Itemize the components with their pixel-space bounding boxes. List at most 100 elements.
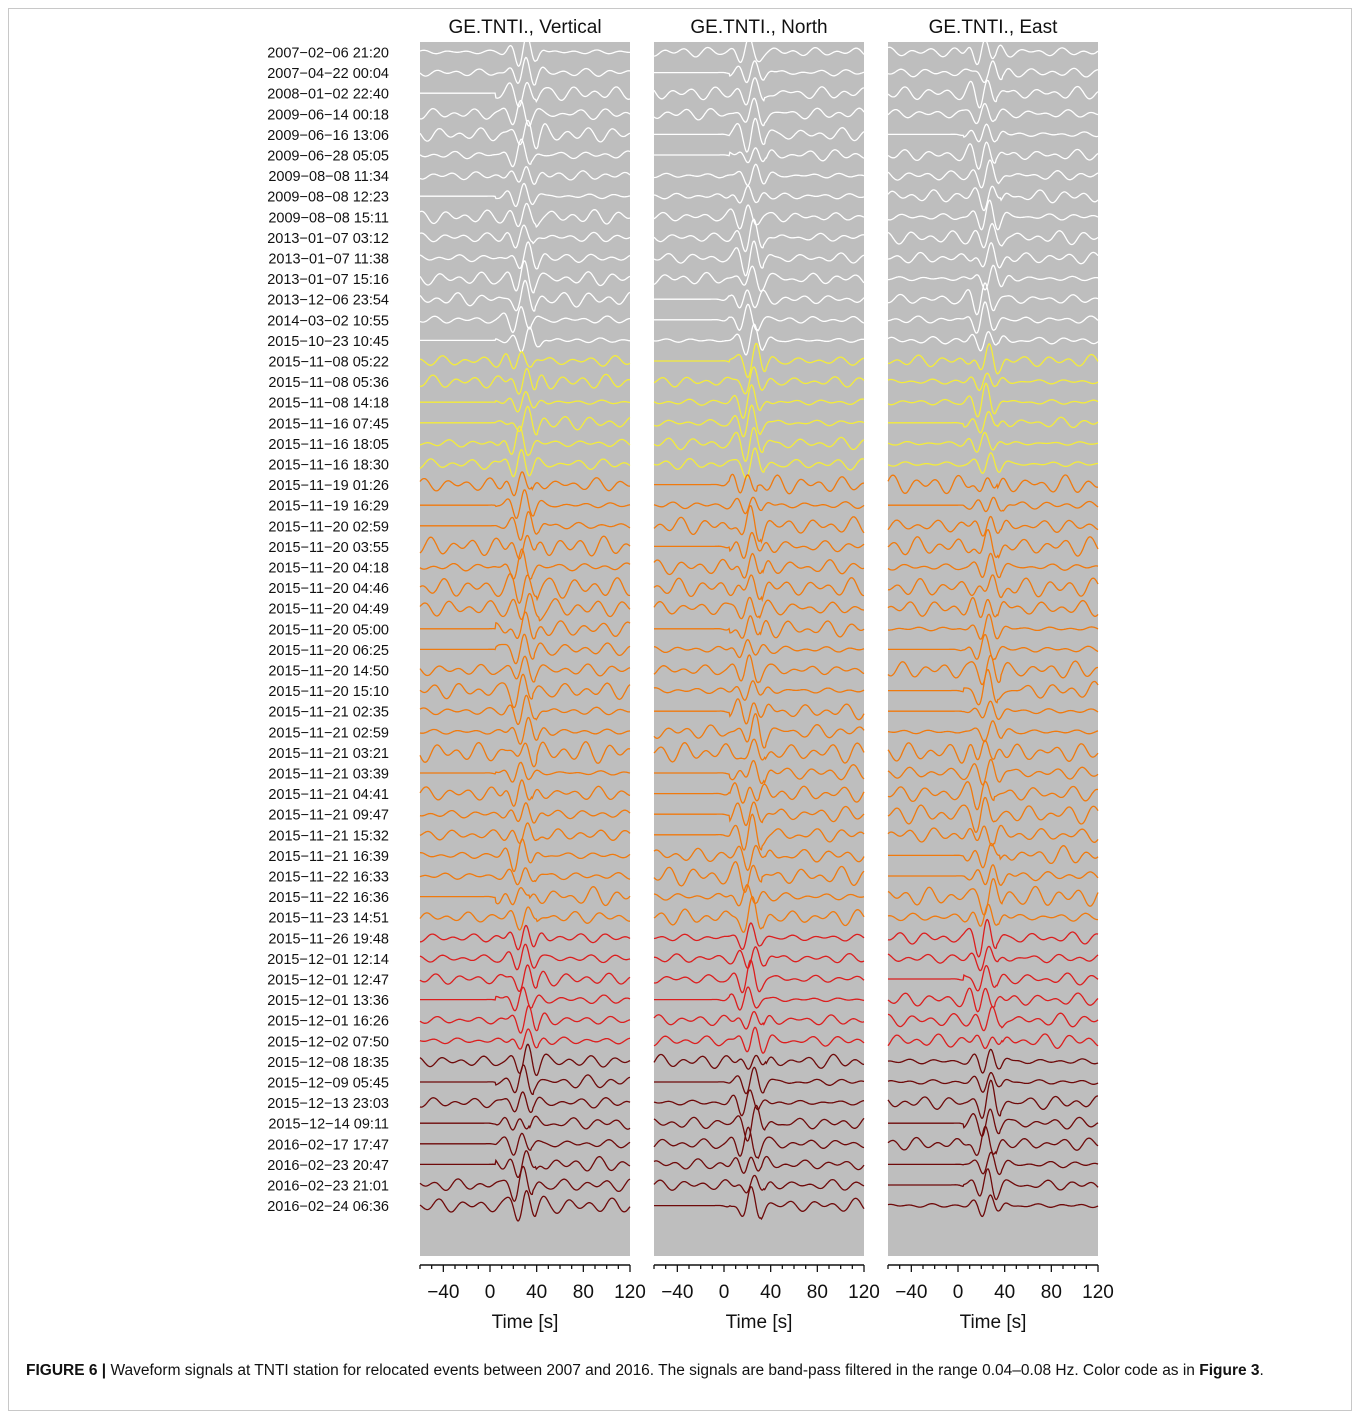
waveform-trace: [653, 959, 865, 994]
waveform-trace: [653, 218, 865, 253]
event-label: 2015−10−23 10:45: [267, 334, 389, 350]
waveform-trace: [419, 802, 631, 824]
event-label: 2015−11−21 15:32: [268, 828, 389, 844]
event-label: 2015−11−08 05:22: [268, 355, 389, 371]
caption-text: Waveform signals at TNTI station for rel…: [106, 1362, 1200, 1379]
waveform-trace: [653, 922, 865, 951]
waveform-trace: [888, 1151, 1099, 1176]
x-tick-label: 40: [994, 1282, 1015, 1303]
waveform-trace: [887, 654, 1098, 686]
waveform-trace: [887, 720, 1099, 743]
waveform-trace: [419, 425, 631, 457]
event-label: 2015−12−08 18:35: [267, 1055, 389, 1071]
waveform-trace: [653, 77, 865, 106]
event-label: 2015−12−13 23:03: [267, 1096, 389, 1112]
waveform-trace: [887, 758, 1099, 786]
waveform-trace: [653, 383, 865, 419]
waveform-trace: [419, 655, 631, 683]
waveform-trace: [887, 903, 1099, 927]
waveform-trace: [653, 1104, 865, 1142]
waveform-trace: [653, 738, 865, 764]
event-label: 2015−11−19 01:26: [268, 478, 389, 494]
waveform-trace: [888, 1108, 1099, 1137]
waveform-trace: [888, 613, 1099, 640]
waveform-trace: [654, 163, 865, 187]
waveform-trace: [653, 1155, 865, 1175]
event-label: 2015−11−20 04:18: [268, 561, 389, 577]
panel-title: GE.TNTI., North: [690, 17, 827, 38]
x-tick-label: 120: [848, 1282, 880, 1303]
waveform-trace: [888, 343, 1099, 375]
waveform-trace: [888, 496, 1099, 513]
caption-end: .: [1259, 1362, 1264, 1379]
event-label: 2015−11−20 06:25: [268, 643, 389, 659]
waveform-trace: [419, 367, 631, 395]
event-label: 2015−12−01 13:36: [267, 993, 389, 1009]
event-label: 2016−02−24 06:36: [267, 1199, 389, 1215]
waveform-trace: [420, 633, 631, 665]
waveform-trace: [653, 1026, 865, 1054]
x-axis-label: Time [s]: [726, 1312, 793, 1333]
waveform-trace: [419, 350, 631, 370]
x-tick-label: 80: [1041, 1282, 1062, 1303]
waveform-trace: [888, 669, 1099, 706]
waveform-trace: [653, 552, 865, 579]
waveform-trace: [887, 159, 1099, 189]
waveform-trace: [654, 473, 864, 495]
x-tick-label: 40: [526, 1282, 547, 1303]
event-label: 2015−12−09 05:45: [267, 1076, 389, 1092]
waveform-trace: [420, 611, 631, 640]
event-label: 2013−01−07 03:12: [267, 231, 389, 247]
waveform-trace: [653, 712, 865, 749]
waveform-trace: [654, 147, 865, 164]
waveform-trace: [419, 138, 631, 168]
waveform-trace: [653, 680, 865, 701]
waveform-trace: [653, 404, 865, 438]
waveform-trace: [653, 447, 865, 480]
event-label: 2007−02−06 21:20: [267, 46, 389, 62]
waveform-trace: [420, 489, 631, 519]
x-axis-label: Time [s]: [960, 1312, 1027, 1333]
waveform-trace: [419, 202, 631, 228]
event-label: 2015−11−26 19:48: [268, 931, 389, 947]
waveform-trace: [653, 1089, 865, 1117]
waveform-trace: [420, 1132, 631, 1156]
waveform-trace: [888, 700, 1099, 721]
waveform-trace: [419, 56, 631, 86]
panel-2: GE.TNTI., North −40 0 40 80 120 Time [s]: [653, 17, 880, 1333]
event-label: 2009−08−08 12:23: [267, 190, 389, 206]
event-label: 2015−11−20 04:49: [268, 602, 389, 618]
waveform-trace: [654, 698, 865, 725]
event-label: 2015−11−08 14:18: [268, 396, 389, 412]
waveform-trace: [419, 34, 630, 67]
waveform-trace: [420, 1115, 631, 1131]
waveform-trace: [419, 1165, 631, 1202]
waveform-trace: [654, 60, 865, 84]
x-tick-label: 0: [953, 1282, 964, 1303]
x-tick-label: 120: [614, 1282, 646, 1303]
waveform-trace: [887, 38, 1099, 66]
waveform-trace: [654, 117, 865, 153]
waveform-trace: [653, 204, 865, 230]
waveform-trace: [887, 102, 1099, 125]
waveform-trace: [887, 185, 1099, 212]
x-tick-label: 120: [1082, 1282, 1114, 1303]
waveform-trace: [419, 305, 630, 334]
waveform-trace: [419, 943, 631, 971]
x-tick-label: 80: [807, 1282, 828, 1303]
x-tick-label: 40: [760, 1282, 781, 1303]
event-label: 2015−11−21 09:47: [268, 808, 389, 824]
waveform-trace: [419, 694, 630, 725]
caption-figure-ref[interactable]: Figure 3: [1199, 1362, 1260, 1379]
waveform-trace: [888, 123, 1099, 143]
waveform-trace: [888, 264, 1099, 291]
waveform-trace: [420, 1064, 631, 1095]
waveform-trace: [419, 1043, 631, 1077]
waveform-trace: [654, 615, 865, 639]
event-label: 2009−06−14 00:18: [267, 107, 389, 123]
waveform-trace: [419, 1028, 631, 1050]
waveform-trace: [653, 1010, 865, 1030]
waveform-trace: [654, 782, 865, 804]
waveform-trace: [419, 964, 631, 993]
